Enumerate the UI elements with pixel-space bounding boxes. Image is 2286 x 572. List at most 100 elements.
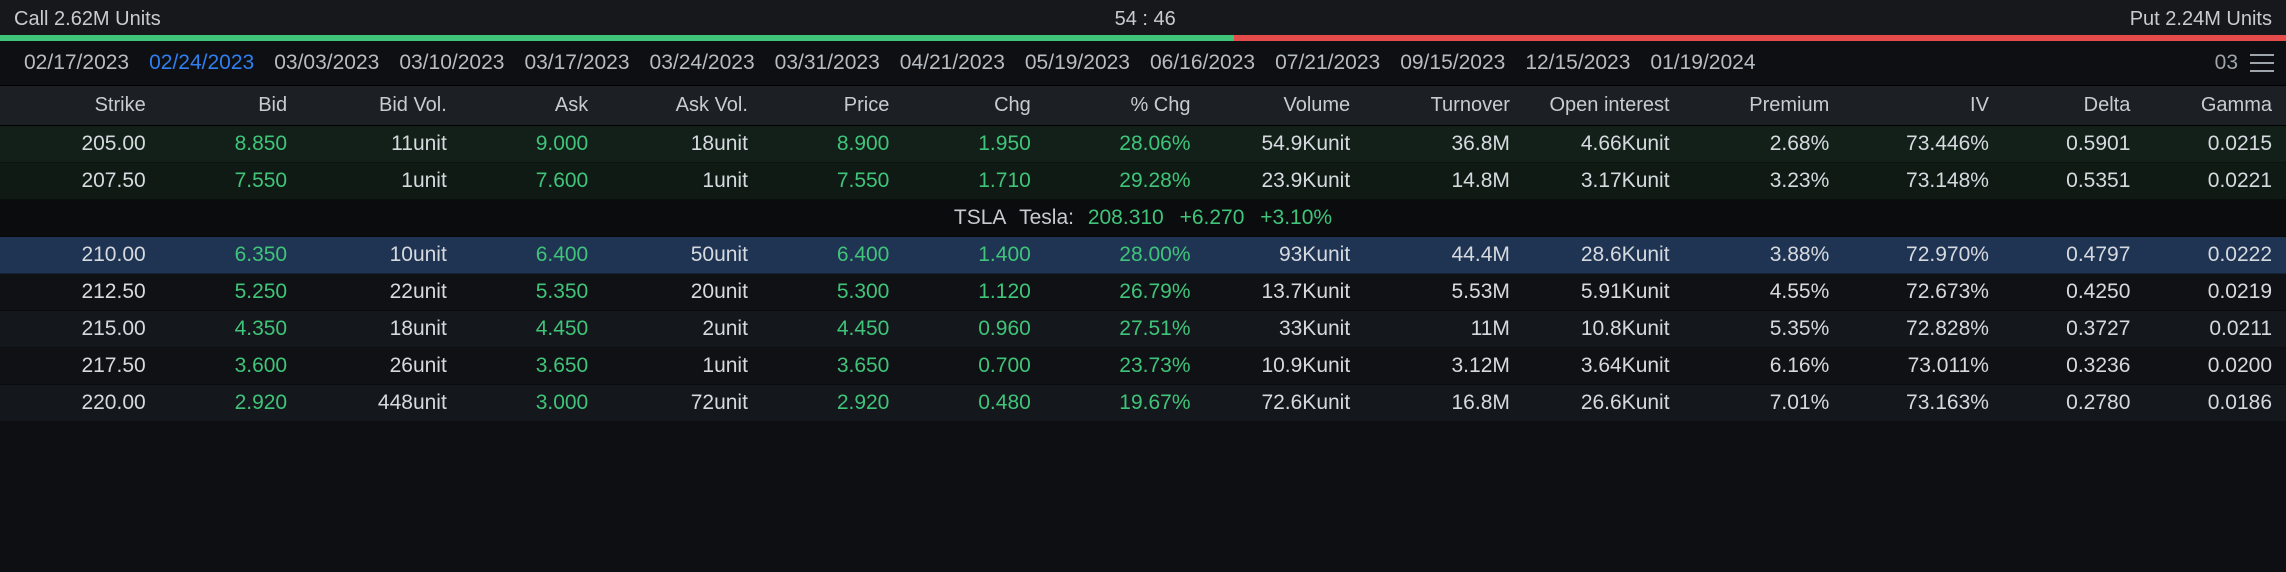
put-units-label: Put 2.24M Units bbox=[2130, 8, 2272, 31]
call-units-label: Call 2.62M Units bbox=[14, 8, 161, 31]
cell-price: 7.550 bbox=[762, 163, 903, 200]
cell-askvol: 1unit bbox=[602, 163, 762, 200]
column-header[interactable]: Gamma bbox=[2144, 86, 2286, 126]
cell-iv: 73.163% bbox=[1843, 385, 2003, 422]
cell-gamma: 0.0219 bbox=[2144, 274, 2286, 311]
call-put-ratio-bar bbox=[0, 35, 2286, 41]
cell-strike: 212.50 bbox=[0, 274, 160, 311]
column-header[interactable]: Delta bbox=[2003, 86, 2144, 126]
cell-strike: 210.00 bbox=[0, 237, 160, 274]
ticker-change-pct: +3.10% bbox=[1260, 206, 1332, 229]
option-row[interactable]: 215.004.35018unit4.4502unit4.4500.96027.… bbox=[0, 311, 2286, 348]
column-header[interactable]: Price bbox=[762, 86, 903, 126]
cell-premium: 2.68% bbox=[1684, 126, 1844, 163]
option-row[interactable]: 205.008.85011unit9.00018unit8.9001.95028… bbox=[0, 126, 2286, 163]
cell-pctchg: 27.51% bbox=[1045, 311, 1205, 348]
column-header[interactable]: Volume bbox=[1205, 86, 1365, 126]
cell-strike: 215.00 bbox=[0, 311, 160, 348]
cell-iv: 72.673% bbox=[1843, 274, 2003, 311]
option-row[interactable]: 210.006.35010unit6.40050unit6.4001.40028… bbox=[0, 237, 2286, 274]
option-row[interactable]: 220.002.920448unit3.00072unit2.9200.4801… bbox=[0, 385, 2286, 422]
cell-gamma: 0.0215 bbox=[2144, 126, 2286, 163]
ticker-price: 208.310 bbox=[1088, 206, 1164, 229]
expiry-date-tab[interactable]: 12/15/2023 bbox=[1515, 51, 1640, 75]
cell-delta: 0.5901 bbox=[2003, 126, 2144, 163]
cell-volume: 93Kunit bbox=[1205, 237, 1365, 274]
cell-price: 3.650 bbox=[762, 348, 903, 385]
cell-delta: 0.4797 bbox=[2003, 237, 2144, 274]
expiry-date-tab[interactable]: 05/19/2023 bbox=[1015, 51, 1140, 75]
cell-pctchg: 28.06% bbox=[1045, 126, 1205, 163]
expiry-date-tab[interactable]: 03/17/2023 bbox=[514, 51, 639, 75]
option-row[interactable]: 217.503.60026unit3.6501unit3.6500.70023.… bbox=[0, 348, 2286, 385]
expiry-date-tab[interactable]: 03/24/2023 bbox=[640, 51, 765, 75]
column-header[interactable]: Chg bbox=[903, 86, 1044, 126]
expiry-date-tab[interactable]: 07/21/2023 bbox=[1265, 51, 1390, 75]
column-header[interactable]: Turnover bbox=[1364, 86, 1524, 126]
cell-pctchg: 28.00% bbox=[1045, 237, 1205, 274]
cell-bidvol: 22unit bbox=[301, 274, 461, 311]
expiry-date-tab[interactable]: 06/16/2023 bbox=[1140, 51, 1265, 75]
expiry-date-tabs: 02/17/202302/24/202303/03/202303/10/2023… bbox=[0, 41, 2286, 86]
cell-gamma: 0.0211 bbox=[2144, 311, 2286, 348]
cell-delta: 0.3236 bbox=[2003, 348, 2144, 385]
cell-oi: 4.66Kunit bbox=[1524, 126, 1684, 163]
cell-gamma: 0.0221 bbox=[2144, 163, 2286, 200]
column-header[interactable]: Premium bbox=[1684, 86, 1844, 126]
expiry-date-tab[interactable]: 03/31/2023 bbox=[765, 51, 890, 75]
expiry-date-tab[interactable]: 01/19/2024 bbox=[1640, 51, 1765, 75]
cell-premium: 6.16% bbox=[1684, 348, 1844, 385]
expiry-date-tab[interactable]: 03/10/2023 bbox=[389, 51, 514, 75]
cell-oi: 3.17Kunit bbox=[1524, 163, 1684, 200]
cell-askvol: 1unit bbox=[602, 348, 762, 385]
cell-turnover: 16.8M bbox=[1364, 385, 1524, 422]
column-header[interactable]: % Chg bbox=[1045, 86, 1205, 126]
expiry-date-tab[interactable]: 02/17/2023 bbox=[14, 51, 139, 75]
cell-volume: 23.9Kunit bbox=[1205, 163, 1365, 200]
call-put-ratio: 54 : 46 bbox=[1115, 8, 1176, 31]
cell-askvol: 18unit bbox=[602, 126, 762, 163]
cell-turnover: 3.12M bbox=[1364, 348, 1524, 385]
cell-bid: 2.920 bbox=[160, 385, 301, 422]
cell-iv: 72.828% bbox=[1843, 311, 2003, 348]
cell-pctchg: 23.73% bbox=[1045, 348, 1205, 385]
column-header[interactable]: Ask bbox=[461, 86, 602, 126]
cell-turnover: 36.8M bbox=[1364, 126, 1524, 163]
expiry-date-tab[interactable]: 02/24/2023 bbox=[139, 51, 264, 75]
cell-pctchg: 26.79% bbox=[1045, 274, 1205, 311]
column-header[interactable]: Ask Vol. bbox=[602, 86, 762, 126]
column-header[interactable]: IV bbox=[1843, 86, 2003, 126]
cell-price: 2.920 bbox=[762, 385, 903, 422]
column-header[interactable]: Open interest bbox=[1524, 86, 1684, 126]
cell-chg: 1.710 bbox=[903, 163, 1044, 200]
column-header[interactable]: Bid Vol. bbox=[301, 86, 461, 126]
column-header-row: StrikeBidBid Vol.AskAsk Vol.PriceChg% Ch… bbox=[0, 86, 2286, 126]
cell-bidvol: 10unit bbox=[301, 237, 461, 274]
menu-icon[interactable] bbox=[2250, 54, 2274, 72]
cell-volume: 33Kunit bbox=[1205, 311, 1365, 348]
column-header[interactable]: Bid bbox=[160, 86, 301, 126]
ticker-name: Tesla: bbox=[1019, 206, 1074, 229]
expiry-date-tab[interactable]: 03/03/2023 bbox=[264, 51, 389, 75]
cell-price: 5.300 bbox=[762, 274, 903, 311]
option-row[interactable]: 207.507.5501unit7.6001unit7.5501.71029.2… bbox=[0, 163, 2286, 200]
cell-delta: 0.3727 bbox=[2003, 311, 2144, 348]
cell-chg: 1.120 bbox=[903, 274, 1044, 311]
cell-iv: 72.970% bbox=[1843, 237, 2003, 274]
expiry-date-tab[interactable]: 09/15/2023 bbox=[1390, 51, 1515, 75]
option-row[interactable]: 212.505.25022unit5.35020unit5.3001.12026… bbox=[0, 274, 2286, 311]
cell-oi: 3.64Kunit bbox=[1524, 348, 1684, 385]
ratio-put-segment bbox=[1234, 35, 2286, 41]
column-header[interactable]: Strike bbox=[0, 86, 160, 126]
cell-premium: 3.23% bbox=[1684, 163, 1844, 200]
ticker-change: +6.270 bbox=[1180, 206, 1245, 229]
cell-bid: 4.350 bbox=[160, 311, 301, 348]
overflow-dates-label[interactable]: 03 bbox=[2215, 51, 2238, 75]
cell-oi: 5.91Kunit bbox=[1524, 274, 1684, 311]
cell-premium: 5.35% bbox=[1684, 311, 1844, 348]
cell-premium: 3.88% bbox=[1684, 237, 1844, 274]
cell-ask: 6.400 bbox=[461, 237, 602, 274]
cell-chg: 1.950 bbox=[903, 126, 1044, 163]
cell-premium: 4.55% bbox=[1684, 274, 1844, 311]
expiry-date-tab[interactable]: 04/21/2023 bbox=[890, 51, 1015, 75]
